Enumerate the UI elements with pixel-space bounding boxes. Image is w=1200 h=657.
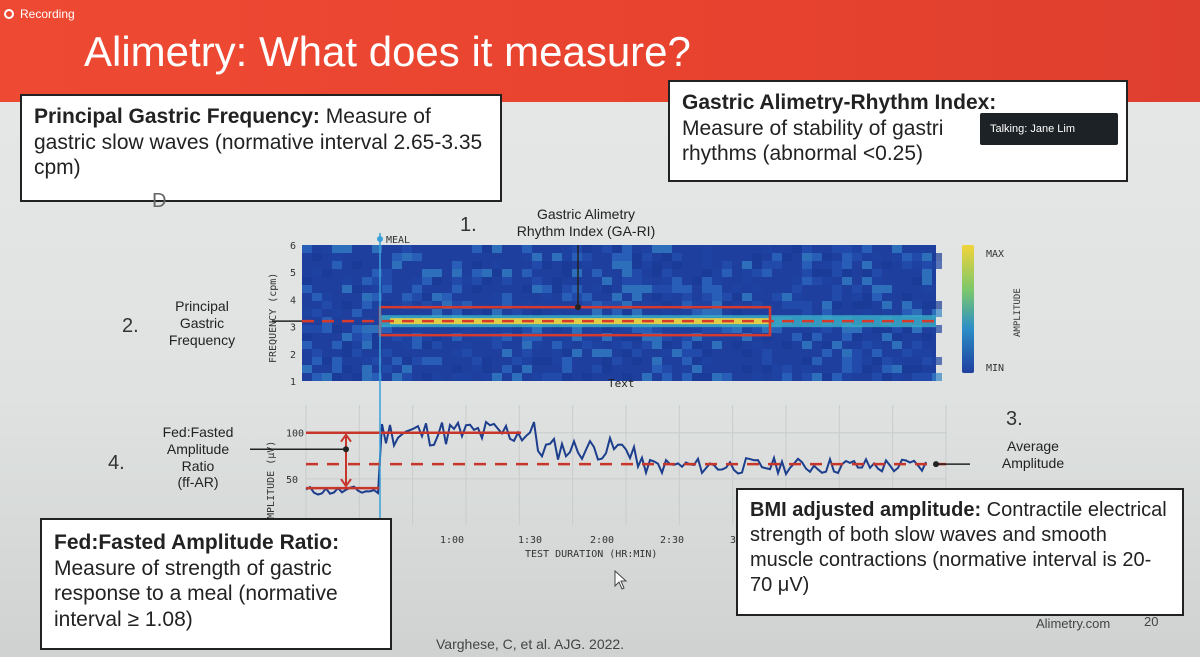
footer-citation: Varghese, C, et al. AJG. 2022.	[436, 636, 625, 652]
record-icon	[4, 9, 14, 19]
slide-title: Alimetry: What does it measure?	[84, 28, 691, 75]
annotation-1-line1: Gastric Alimetry	[536, 206, 635, 222]
annotation-3-line2: Amplitude	[1001, 454, 1065, 471]
annotation-4-line3: Ratio	[181, 457, 215, 474]
heatmap-ytick: 1	[290, 377, 296, 388]
amplitude-xlabel: TEST DURATION (HR:MIN)	[525, 549, 657, 560]
colorbar-label: AMPLITUDE	[1013, 288, 1023, 337]
bmi-heading: BMI adjusted amplitude:	[750, 499, 982, 521]
colorbar-max-label: MAX	[986, 249, 1004, 260]
pgf-text: Measure of gastric slow waves (normative…	[34, 105, 483, 180]
gari-text-2: rhythms (abnormal <0.25)	[682, 142, 924, 166]
amplitude-xtick: 1:00	[440, 535, 464, 546]
colorbar	[962, 245, 974, 373]
annotation-2-line1: Principal	[175, 298, 229, 314]
annotation-3-line1: Average	[1007, 438, 1059, 454]
bmi-text: Contractile electrical strength of both …	[750, 499, 1167, 596]
ffar-heading: Fed:Fasted Amplitude Ratio:	[54, 531, 340, 554]
gari-heading: Gastric Alimetry-Rhythm Index:	[682, 91, 997, 114]
annotation-3-label: Average Amplitude	[990, 438, 1076, 472]
heatmap-ylabel: FREQUENCY (cpm)	[268, 273, 279, 363]
pgf-heading: Principal Gastric Frequency:	[34, 105, 320, 128]
ff-ar-arrow-head-down	[340, 478, 352, 488]
mouse-cursor-icon	[614, 570, 628, 590]
ffar-box: Fed:Fasted Amplitude Ratio: Measure of s…	[40, 518, 392, 650]
heatmap-ytick: 3	[290, 323, 296, 334]
footer-site: Alimetry.com	[1036, 616, 1111, 631]
meal-marker	[377, 236, 383, 242]
annotation-2-label: Principal Gastric Frequency	[152, 298, 252, 348]
recording-label: Recording	[20, 7, 75, 21]
frequency-band-peak	[390, 318, 770, 325]
gari-box: Gastric Alimetry-Rhythm Index: Measure o…	[668, 80, 1128, 182]
annotation-1-label: Gastric Alimetry Rhythm Index (GA-RI)	[486, 206, 686, 240]
amplitude-ylabel: AMPLITUDE (μV)	[266, 441, 277, 525]
stray-letter: D	[152, 190, 167, 212]
pgf-box: Principal Gastric Frequency: Measure of …	[20, 94, 502, 202]
heatmap-ytick: 6	[290, 241, 296, 252]
annotation-4-number: 4.	[108, 452, 125, 474]
heatmap-ytick: 5	[290, 268, 296, 279]
meal-label: MEAL	[386, 235, 410, 246]
ga-ri-pointer-dot	[575, 304, 581, 311]
ff-ar-arrow-head-up	[340, 432, 352, 443]
annotation-1-line2: Rhythm Index (GA-RI)	[516, 222, 656, 239]
ff-ar-pointer-dot	[343, 446, 349, 453]
amplitude-series	[305, 420, 927, 496]
amplitude-ytick: 100	[286, 429, 304, 440]
annotation-3-number: 3.	[1006, 408, 1023, 430]
annotation-4-line1: Fed:Fasted	[162, 424, 234, 440]
amplitude-ytick: 50	[286, 475, 298, 486]
spectrogram-chart: MEAL 6 5 4 3 2 1 FREQUENCY (cpm) Text MAX MIN AMPLI…	[268, 233, 1023, 395]
amplitude-xtick: 2:30	[660, 535, 684, 546]
annotation-4-label: Fed:Fasted Amplitude Ratio (ff-AR)	[148, 424, 248, 491]
heatmap-ytick: 4	[290, 295, 296, 306]
talking-indicator: Talking: Jane Lim	[980, 113, 1118, 145]
annotation-2-number: 2.	[122, 315, 139, 337]
ffar-text: Measure of strength of gastric response …	[54, 556, 338, 631]
annotation-2-line3: Frequency	[168, 331, 236, 348]
bmi-box: BMI adjusted amplitude: Contractile elec…	[736, 488, 1184, 616]
amplitude-xtick: 1:30	[518, 535, 542, 546]
page-number: 20	[1144, 614, 1159, 629]
annotation-4-line2: Amplitude	[166, 440, 230, 457]
gari-text: Measure of stability of gastri	[682, 116, 944, 140]
heatmap-center-label: Text	[608, 377, 635, 390]
average-amplitude-pointer-dot	[933, 461, 939, 468]
annotation-4-line4: (ff-AR)	[177, 474, 219, 491]
amplitude-xtick: 2:00	[590, 535, 614, 546]
heatmap-ytick: 2	[290, 350, 296, 361]
annotation-1-number: 1.	[460, 214, 477, 236]
colorbar-min-label: MIN	[986, 363, 1004, 374]
recording-indicator: Recording	[0, 0, 75, 28]
annotation-2-line2: Gastric	[179, 314, 225, 331]
